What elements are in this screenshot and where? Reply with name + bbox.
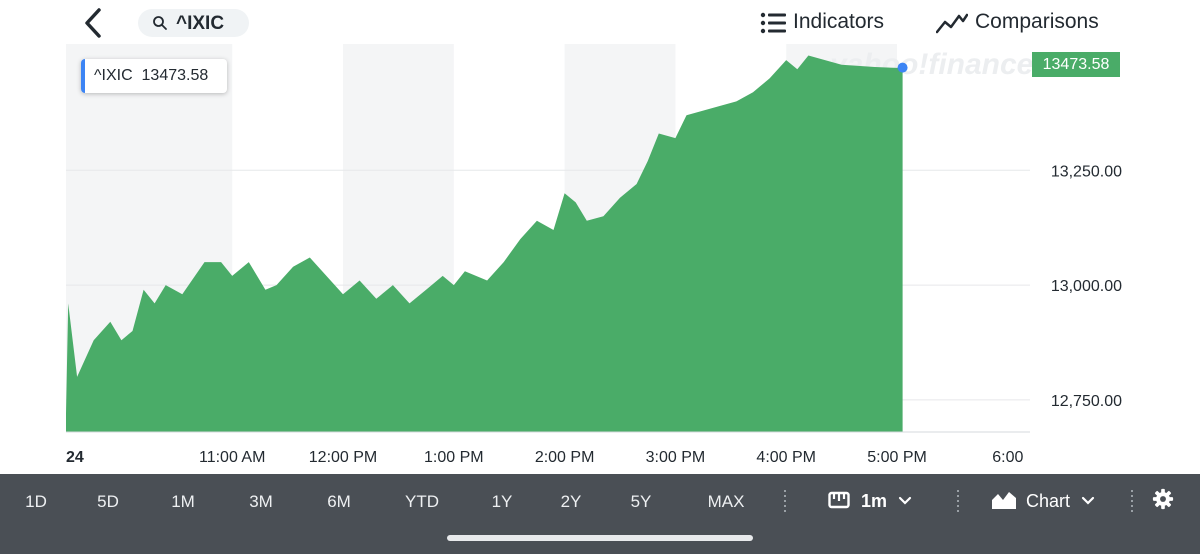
x-tick-label: 3:00 PM [646,449,706,466]
top-bar: ^IXIC Indicators Comparisons [0,0,1200,44]
x-tick-label: 12:00 PM [309,449,377,466]
x-tick-label: 5:00 PM [867,449,927,466]
range-1d[interactable]: 1D [25,492,47,511]
comparisons-label: Comparisons [975,10,1099,33]
chart-type-label: Chart [1026,491,1071,511]
symbol-tooltip: ^IXIC 13473.58 [81,59,227,93]
chevron-down-icon [1081,496,1095,505]
gear-icon[interactable] [1152,488,1174,510]
range-1m[interactable]: 1M [171,492,195,511]
list-icon [760,12,786,34]
last-price-label: 13473.58 [1032,52,1120,77]
price-chart[interactable]: yahoo!finance 13,250.0013,000.0012,750.0… [0,0,1200,474]
chevron-down-icon [898,496,912,505]
toolbar-divider [1131,490,1133,512]
y-tick-label: 13,000.00 [1051,278,1122,295]
interval-selector[interactable]: 1m [828,490,912,512]
x-tick-label: 11:00 AM [199,449,265,466]
x-tick-label: 2:00 PM [535,449,595,466]
search-symbol: ^IXIC [176,13,225,34]
range-5d[interactable]: 5D [97,492,119,511]
symbol-search[interactable]: ^IXIC [138,9,249,37]
area-chart-icon [992,492,1016,509]
range-toolbar: 1D 5D 1M 3M 6M YTD 1Y 2Y 5Y MAX 1m Chart [0,474,1200,554]
indicators-label: Indicators [793,10,885,33]
home-indicator [447,535,753,541]
range-3m[interactable]: 3M [249,492,273,511]
tooltip-value: 13473.58 [141,67,209,84]
range-1y[interactable]: 1Y [491,492,513,511]
toolbar-divider [784,490,786,512]
ruler-icon [828,491,850,509]
range-ytd[interactable]: YTD [405,492,439,511]
range-max[interactable]: MAX [707,492,745,511]
tooltip-color-bar [81,59,85,93]
line-chart-icon [936,13,968,34]
x-tick-label: 1:00 PM [424,449,484,466]
chevron-left-icon[interactable] [80,6,110,40]
x-tick-label: 6:00 [992,449,1023,466]
price-area [66,55,903,432]
interval-label: 1m [861,491,888,511]
search-icon [153,16,167,30]
last-price-marker [897,62,908,73]
x-tick-label: 24 [66,449,84,466]
y-tick-label: 12,750.00 [1051,393,1122,410]
tooltip-symbol: ^IXIC [94,67,133,84]
chart-type-selector[interactable]: Chart [991,490,1095,512]
x-tick-label: 4:00 PM [756,449,816,466]
toolbar-divider [957,490,959,512]
y-tick-label: 13,250.00 [1051,163,1122,180]
range-6m[interactable]: 6M [327,492,351,511]
range-5y[interactable]: 5Y [630,492,652,511]
range-2y[interactable]: 2Y [560,492,582,511]
